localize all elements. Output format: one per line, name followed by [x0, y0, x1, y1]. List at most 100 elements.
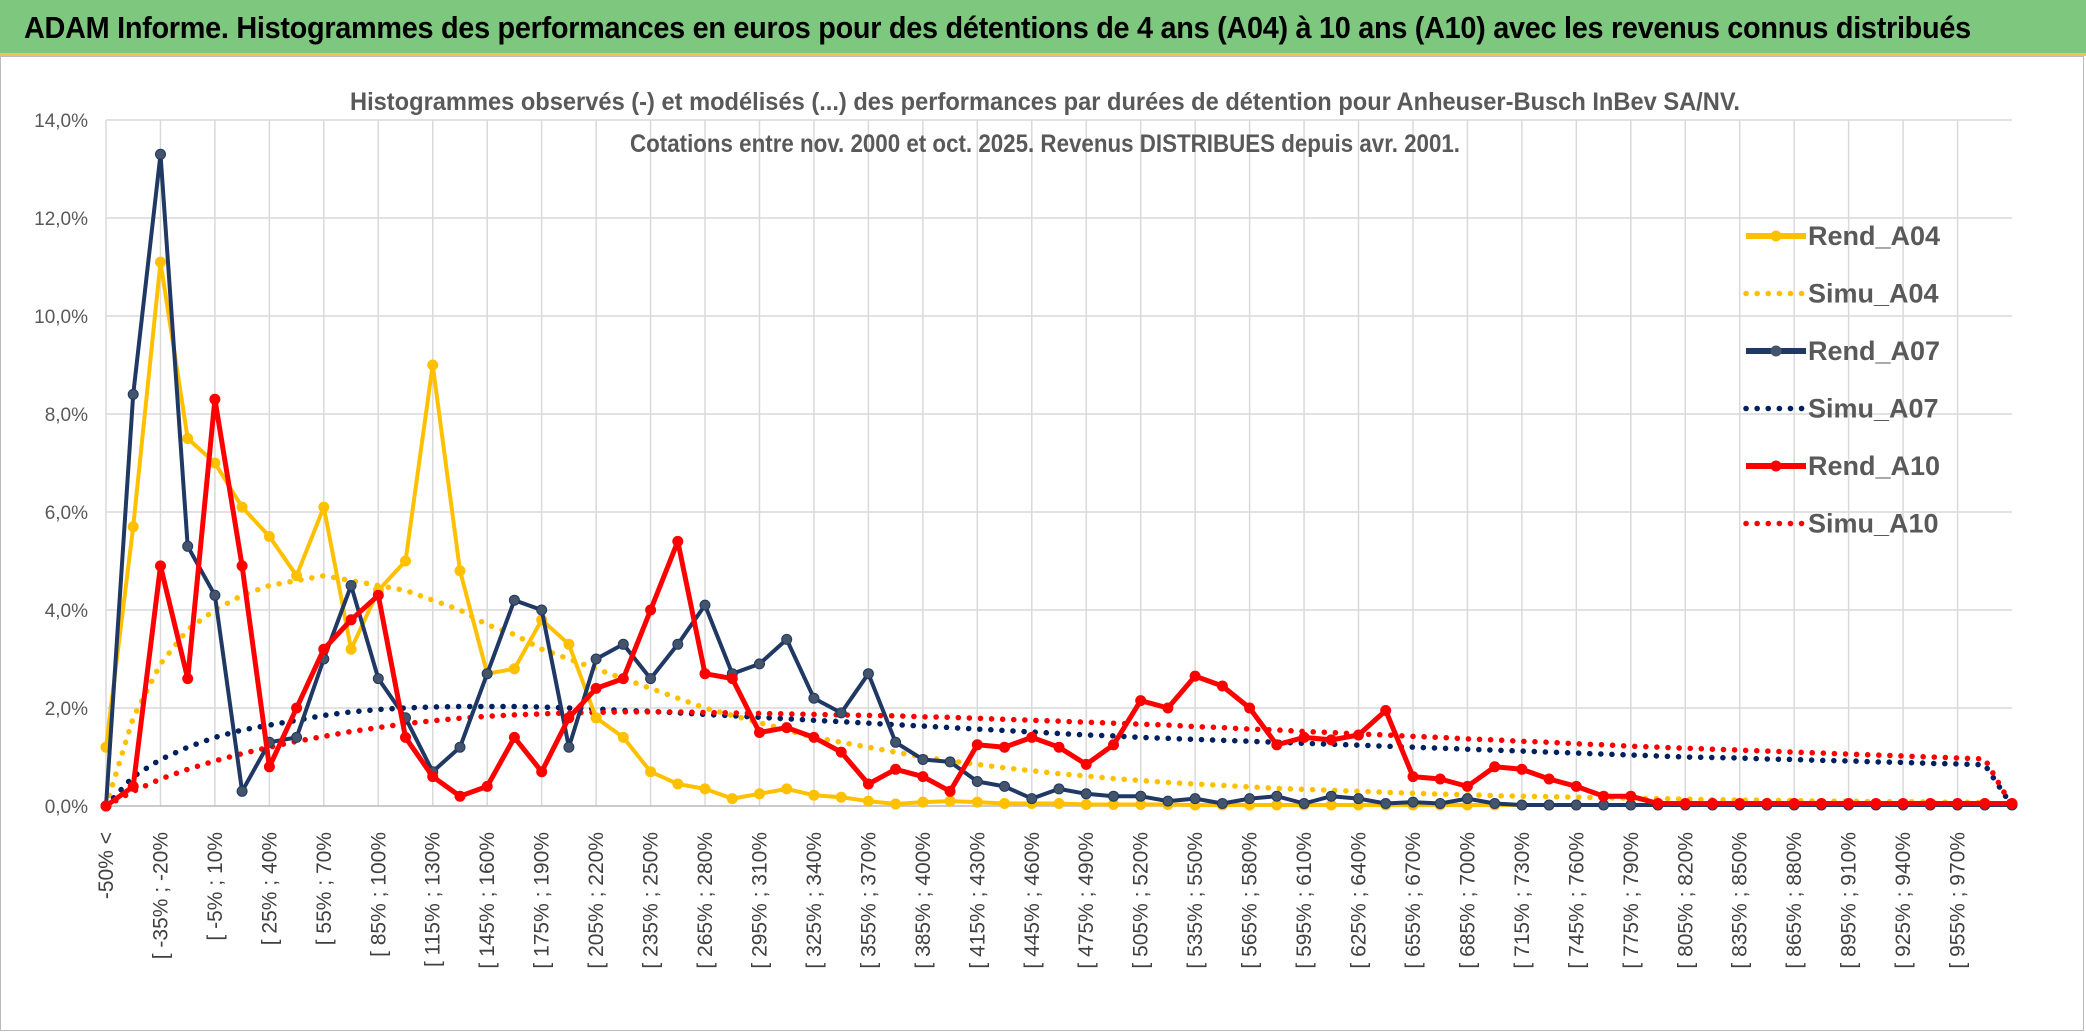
data-point-Rend_A10	[454, 790, 466, 802]
data-point-Rend_A10	[1815, 798, 1827, 809]
legend-marker	[1770, 460, 1782, 472]
data-point-Rend_A10	[1271, 739, 1283, 751]
series-lines	[100, 148, 2018, 812]
data-point-Rend_A07	[508, 594, 520, 606]
x-tick-label: [ 595% ; 610%	[1293, 832, 1316, 969]
data-point-Rend_A10	[1625, 790, 1637, 802]
data-point-Rend_A10	[427, 771, 439, 783]
data-point-Rend_A07	[454, 741, 466, 753]
x-tick-label: [ 505% ; 520%	[1130, 832, 1153, 969]
data-point-Rend_A07	[1407, 796, 1419, 808]
series-line-Simu_A10	[103, 709, 2015, 809]
data-point-Rend_A10	[1053, 741, 1065, 753]
data-point-Rend_A04	[808, 789, 820, 801]
data-point-Rend_A10	[1434, 773, 1446, 785]
data-point-Rend_A10	[835, 746, 847, 758]
data-point-Rend_A07	[1216, 798, 1228, 809]
x-tick-label: [ 175% ; 190%	[531, 832, 554, 969]
data-point-Rend_A10	[1516, 763, 1528, 775]
data-point-Rend_A10	[127, 780, 139, 792]
data-point-Rend_A10	[1843, 798, 1855, 809]
data-point-Rend_A04	[971, 796, 983, 808]
x-tick-label: [ -5% ; 10%	[204, 832, 227, 941]
data-point-Rend_A10	[1325, 734, 1337, 746]
data-point-Rend_A10	[1026, 731, 1038, 743]
data-point-Rend_A07	[971, 776, 983, 787]
legend-label: Simu_A10	[1808, 509, 1939, 539]
data-point-Rend_A04	[454, 565, 466, 577]
data-point-Rend_A04	[508, 663, 520, 675]
y-tick-label: 10,0%	[34, 307, 88, 328]
x-tick-label: [ 115% ; 130%	[422, 832, 445, 967]
data-point-Rend_A07	[1189, 793, 1201, 805]
data-point-Rend_A07	[236, 785, 248, 797]
data-point-Rend_A07	[999, 780, 1010, 792]
data-point-Rend_A07	[1298, 798, 1310, 809]
data-point-Rend_A07	[1244, 793, 1256, 805]
x-tick-label: [ 415% ; 430%	[966, 832, 989, 969]
data-point-Rend_A07	[291, 731, 303, 743]
data-point-Rend_A04	[182, 433, 194, 444]
data-point-Rend_A10	[1407, 771, 1419, 783]
data-point-Rend_A04	[617, 731, 629, 743]
x-tick-label: [ 955% ; 970%	[1947, 832, 1970, 969]
data-point-Rend_A07	[862, 668, 874, 680]
x-tick-label: [ -35% ; -20%	[149, 832, 172, 959]
data-point-Rend_A04	[590, 712, 602, 724]
x-tick-label: [ 205% ; 220%	[585, 832, 608, 969]
data-point-Rend_A10	[508, 731, 520, 743]
x-tick-label: [ 85% ; 100%	[367, 832, 390, 957]
data-point-Rend_A07	[590, 653, 602, 665]
data-point-Rend_A10	[1570, 780, 1582, 792]
y-tick-label: 14,0%	[34, 111, 88, 132]
data-point-Rend_A10	[1108, 739, 1119, 751]
data-point-Rend_A04	[291, 570, 303, 582]
data-point-Rend_A07	[1380, 798, 1392, 809]
x-tick-label: [ 565% ; 580%	[1239, 832, 1262, 969]
data-point-Rend_A07	[754, 658, 765, 670]
data-point-Rend_A04	[1053, 798, 1065, 809]
chart-title: Histogrammes observés (-) et modélisés (…	[350, 88, 1740, 116]
legend-label: Simu_A07	[1808, 394, 1939, 424]
data-point-Rend_A04	[345, 643, 357, 655]
data-point-Rend_A10	[1216, 680, 1228, 692]
data-point-Rend_A07	[1135, 790, 1147, 802]
data-point-Rend_A04	[263, 531, 275, 542]
data-point-Rend_A10	[563, 712, 575, 724]
data-point-Rend_A10	[1380, 705, 1392, 716]
data-point-Rend_A04	[400, 555, 411, 567]
x-tick-label: [ 145% ; 160%	[476, 832, 499, 969]
data-point-Rend_A07	[1434, 798, 1446, 809]
data-point-Rend_A04	[944, 795, 956, 807]
data-point-Rend_A10	[754, 727, 765, 738]
data-point-Rend_A07	[1461, 793, 1473, 805]
x-tick-label: [ 385% ; 400%	[912, 832, 935, 969]
y-tick-label: 12,0%	[34, 209, 88, 230]
x-tick-label: [ 685% ; 700%	[1456, 832, 1479, 969]
data-point-Rend_A10	[1952, 798, 1963, 809]
data-point-Rend_A07	[481, 668, 493, 680]
y-axis: 0,0% 2,0% 4,0% 6,0% 8,0% 10,0% 12,0% 14,0%	[34, 111, 88, 818]
data-point-Rend_A10	[1598, 790, 1610, 802]
data-point-Rend_A10	[617, 673, 629, 685]
data-point-Rend_A10	[1353, 729, 1364, 741]
x-tick-label: [ 895% ; 910%	[1838, 832, 1861, 969]
x-tick-label: [ 655% ; 670%	[1402, 832, 1425, 969]
data-point-Rend_A10	[890, 763, 902, 775]
x-tick-label: [ 25% ; 40%	[258, 832, 281, 945]
data-point-Rend_A04	[890, 798, 902, 810]
legend-marker	[1770, 230, 1782, 242]
legend-label: Rend_A10	[1808, 451, 1940, 481]
data-point-Rend_A07	[835, 707, 847, 719]
data-point-Rend_A07	[1353, 793, 1364, 805]
data-point-Rend_A07	[1080, 788, 1092, 800]
data-point-Rend_A07	[1543, 799, 1555, 811]
data-point-Rend_A10	[1135, 695, 1147, 707]
x-axis: -50% < [ -35% ; -20% [ -5% ; 10% [ 25% ; 40…	[95, 805, 2012, 969]
data-point-Rend_A07	[209, 589, 221, 601]
data-point-Rend_A04	[754, 788, 765, 800]
data-point-Rend_A04	[835, 791, 847, 803]
data-point-Rend_A07	[781, 633, 793, 645]
x-tick-label: [ 445% ; 460%	[1021, 832, 1044, 969]
data-point-Rend_A07	[672, 638, 684, 650]
